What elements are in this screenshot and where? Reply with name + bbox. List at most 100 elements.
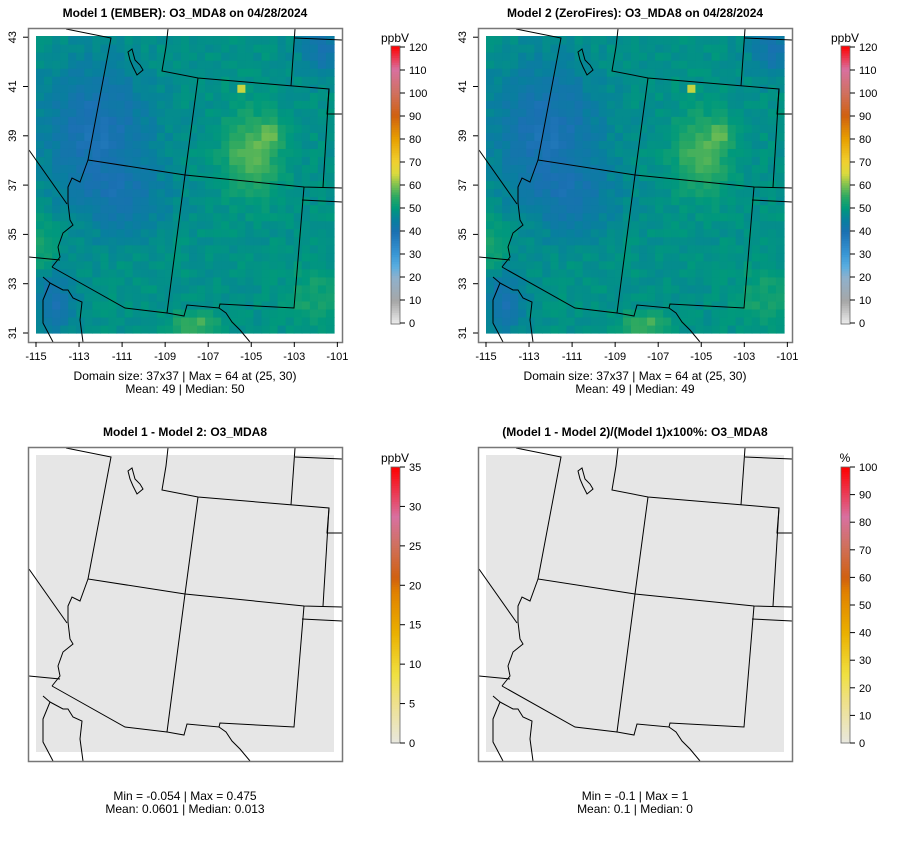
grid-cell (775, 156, 785, 166)
grid-cell (36, 148, 45, 158)
grid-cell (317, 116, 327, 125)
colorbar-segment (841, 48, 850, 52)
grid-cell (663, 108, 672, 117)
grid-cell (213, 292, 222, 302)
grid-cell (494, 60, 503, 69)
colorbar-segment (391, 201, 400, 205)
grid-cell (647, 124, 656, 133)
grid-cell (719, 100, 729, 109)
colorbar-segment (391, 616, 400, 620)
grid-cell (598, 204, 608, 214)
grid-cell (534, 244, 543, 254)
grid-cell (663, 36, 672, 45)
grid-cell (614, 204, 624, 214)
grid-cell (52, 260, 61, 270)
grid-cell (526, 140, 535, 149)
grid-cell (542, 252, 552, 262)
colorbar-segment (391, 565, 400, 569)
colorbar-segment (841, 501, 850, 505)
grid-cell (614, 276, 624, 286)
colorbar-segment (841, 524, 850, 528)
grid-cell (108, 228, 118, 238)
grid-cell (60, 284, 69, 294)
grid-cell (679, 52, 688, 61)
grid-cell (743, 316, 753, 326)
colorbar-segment (391, 96, 400, 100)
grid-cell (630, 212, 640, 222)
grid-cell (639, 196, 648, 206)
grid-cell (229, 244, 238, 254)
grid-cell (309, 276, 319, 286)
colorbar-segment (841, 259, 850, 262)
colorbar-segment (841, 99, 850, 103)
grid-cell (261, 116, 271, 125)
colorbar-segment (841, 605, 850, 608)
grid-cell (606, 92, 616, 101)
difference-field (486, 455, 784, 752)
colorbar-segment (391, 607, 400, 611)
grid-cell (751, 244, 761, 254)
colorbar-segment (391, 713, 400, 716)
grid-cell (156, 244, 166, 254)
grid-cell (156, 92, 166, 101)
stats-line-2: Mean: 0.0601 | Median: 0.013 (105, 802, 265, 816)
grid-cell (277, 300, 287, 310)
grid-cell (542, 132, 552, 141)
grid-cell (189, 68, 198, 77)
colorbar-segment (391, 168, 400, 172)
grid-cell (172, 68, 182, 77)
grid-cell (309, 140, 319, 149)
grid-cell (156, 76, 166, 85)
grid-cell (606, 236, 616, 246)
grid-cell (735, 140, 745, 149)
grid-cell (663, 212, 672, 222)
colorbar-tick-label: 60 (859, 180, 871, 192)
colorbar-segment (391, 64, 400, 68)
grid-cell (221, 284, 230, 294)
colorbar-segment (841, 625, 850, 629)
grid-cell (52, 116, 61, 125)
grid-cell (574, 268, 584, 278)
colorbar-segment (841, 593, 850, 597)
grid-cell (253, 76, 263, 85)
grid-cell (116, 140, 126, 149)
grid-cell (293, 188, 303, 198)
grid-cell (566, 212, 576, 222)
grid-cell (743, 196, 753, 206)
grid-cell (301, 228, 311, 238)
grid-cell (205, 60, 214, 69)
colorbar-segment (841, 628, 850, 631)
grid-cell (502, 92, 511, 101)
grid-cell (663, 116, 672, 125)
grid-cell (622, 244, 632, 254)
colorbar-segment (841, 662, 850, 666)
grid-cell (502, 316, 511, 326)
x-tick-label: -109 (604, 351, 626, 363)
grid-cell (261, 316, 271, 326)
grid-cell (574, 276, 584, 286)
grid-cell (590, 284, 600, 294)
grid-cell (44, 60, 53, 69)
colorbar-segment (391, 224, 400, 228)
grid-cell (679, 180, 688, 190)
colorbar-segment (841, 212, 850, 216)
colorbar-tick-label: 90 (409, 111, 421, 123)
grid-cell (116, 84, 126, 93)
grid-cell (614, 244, 624, 254)
grid-cell (68, 76, 77, 85)
grid-cell (767, 76, 777, 85)
grid-cell (630, 244, 640, 254)
grid-cell (687, 124, 696, 133)
grid-cell (92, 308, 102, 318)
grid-cell (759, 108, 769, 117)
colorbar-segment (841, 266, 850, 269)
grid-cell (229, 36, 238, 45)
grid-cell (253, 100, 263, 109)
x-tick-label: -101 (326, 351, 348, 363)
colorbar-segment (841, 478, 850, 482)
grid-cell (542, 76, 552, 85)
grid-cell (269, 116, 279, 125)
grid-cell (164, 188, 174, 198)
colorbar-segment (391, 305, 400, 309)
grid-cell (486, 196, 495, 206)
